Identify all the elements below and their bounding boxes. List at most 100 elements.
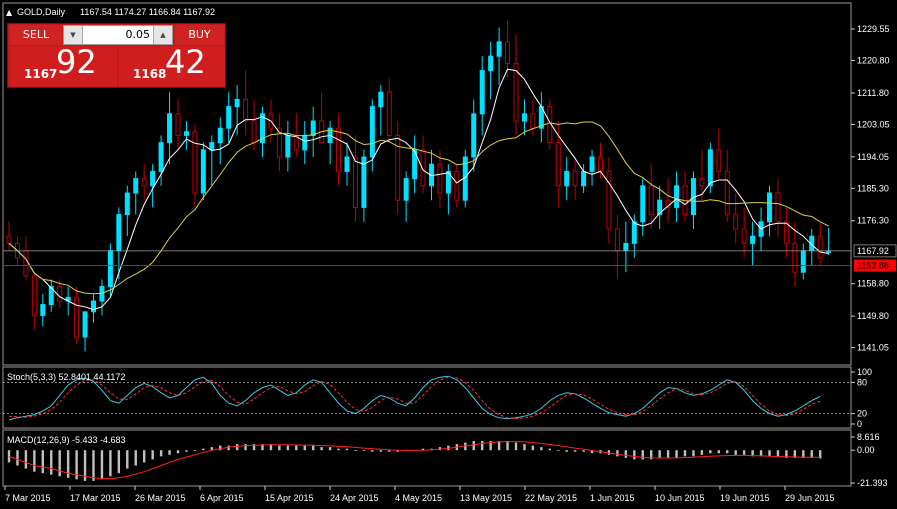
candle[interactable] bbox=[209, 142, 215, 151]
buy-button[interactable]: BUY bbox=[175, 25, 224, 45]
candle[interactable] bbox=[158, 142, 164, 172]
candle[interactable] bbox=[572, 170, 578, 187]
candle[interactable] bbox=[707, 149, 713, 187]
macd-pane[interactable] bbox=[2, 429, 852, 487]
candle[interactable] bbox=[226, 106, 232, 129]
candle[interactable] bbox=[175, 113, 181, 136]
candle[interactable] bbox=[192, 131, 198, 194]
candle[interactable] bbox=[623, 242, 629, 252]
candle[interactable] bbox=[488, 55, 494, 72]
sell-price-button[interactable]: 1167 92 bbox=[10, 43, 117, 87]
candle[interactable] bbox=[437, 163, 443, 194]
candle[interactable] bbox=[674, 185, 680, 208]
candle[interactable] bbox=[91, 300, 96, 313]
candle[interactable] bbox=[40, 304, 46, 316]
moving-average-fast bbox=[8, 68, 829, 311]
candle[interactable] bbox=[800, 250, 806, 273]
candle[interactable] bbox=[57, 286, 63, 302]
candle[interactable] bbox=[505, 41, 511, 64]
candle[interactable] bbox=[589, 156, 595, 172]
candle[interactable] bbox=[99, 286, 105, 302]
macd-histogram-bar bbox=[489, 441, 492, 451]
candle[interactable] bbox=[479, 70, 485, 115]
candle[interactable] bbox=[530, 113, 536, 129]
candle[interactable] bbox=[23, 250, 29, 277]
candle[interactable] bbox=[234, 98, 240, 108]
candle[interactable] bbox=[116, 214, 122, 252]
candle[interactable] bbox=[521, 113, 527, 122]
candle[interactable] bbox=[31, 275, 37, 316]
candle[interactable] bbox=[445, 170, 451, 194]
candle[interactable] bbox=[817, 235, 823, 259]
candle[interactable] bbox=[403, 178, 409, 201]
candle[interactable] bbox=[750, 235, 756, 244]
candle[interactable] bbox=[792, 242, 798, 273]
candle[interactable] bbox=[555, 142, 561, 187]
candle[interactable] bbox=[581, 170, 587, 187]
candle[interactable] bbox=[648, 185, 654, 216]
candle[interactable] bbox=[133, 178, 139, 194]
candle[interactable] bbox=[564, 170, 570, 187]
candle[interactable] bbox=[124, 192, 130, 216]
candle[interactable] bbox=[217, 127, 223, 144]
candle[interactable] bbox=[352, 156, 358, 208]
candle[interactable] bbox=[183, 131, 189, 136]
candle[interactable] bbox=[200, 149, 206, 194]
candle[interactable] bbox=[657, 199, 663, 216]
candle[interactable] bbox=[496, 41, 502, 57]
candle[interactable] bbox=[167, 113, 173, 144]
candle[interactable] bbox=[733, 214, 739, 230]
candle[interactable] bbox=[598, 156, 603, 172]
macd-histogram-bar bbox=[616, 450, 619, 457]
candle[interactable] bbox=[6, 235, 12, 244]
candle[interactable] bbox=[395, 134, 401, 201]
candle[interactable] bbox=[260, 113, 265, 144]
candle[interactable] bbox=[48, 286, 54, 306]
candle[interactable] bbox=[310, 120, 316, 136]
candle[interactable] bbox=[724, 170, 730, 216]
candle[interactable] bbox=[767, 192, 772, 223]
x-axis-label: 4 May 2015 bbox=[395, 493, 442, 503]
x-axis-label: 17 Mar 2015 bbox=[70, 493, 121, 503]
price-pane[interactable] bbox=[2, 2, 852, 366]
candle[interactable] bbox=[513, 62, 519, 122]
candle[interactable] bbox=[285, 134, 291, 158]
lot-decrease-icon[interactable]: ▼ bbox=[64, 26, 83, 44]
sell-button[interactable]: SELL bbox=[10, 25, 62, 45]
candle[interactable] bbox=[471, 113, 477, 158]
candle[interactable] bbox=[454, 170, 460, 201]
candle[interactable] bbox=[699, 178, 705, 187]
candle[interactable] bbox=[74, 296, 80, 338]
candle[interactable] bbox=[344, 156, 350, 172]
candle[interactable] bbox=[378, 91, 384, 108]
candle[interactable] bbox=[150, 170, 156, 187]
candle[interactable] bbox=[783, 221, 789, 244]
candle[interactable] bbox=[361, 156, 367, 208]
candle[interactable] bbox=[640, 185, 646, 223]
candle[interactable] bbox=[251, 120, 257, 144]
candle[interactable] bbox=[336, 127, 342, 172]
lot-size-field[interactable]: ▼ 0.05 ▲ bbox=[63, 25, 173, 45]
candle[interactable] bbox=[631, 221, 637, 244]
candle[interactable] bbox=[107, 250, 113, 288]
candle[interactable] bbox=[243, 98, 249, 122]
lot-increase-icon[interactable]: ▲ bbox=[153, 26, 172, 44]
macd-histogram-bar bbox=[700, 450, 704, 455]
candle[interactable] bbox=[614, 228, 620, 252]
candle[interactable] bbox=[741, 228, 747, 244]
lot-size-value[interactable]: 0.05 bbox=[125, 28, 151, 41]
candle[interactable] bbox=[386, 91, 392, 136]
stochastic-pane[interactable] bbox=[2, 366, 852, 429]
candle[interactable] bbox=[302, 134, 308, 151]
candle[interactable] bbox=[606, 170, 612, 230]
candle[interactable] bbox=[775, 192, 781, 223]
candle[interactable] bbox=[412, 149, 418, 180]
candle[interactable] bbox=[82, 311, 88, 338]
candle[interactable] bbox=[141, 178, 147, 187]
candle[interactable] bbox=[716, 149, 722, 172]
candle[interactable] bbox=[420, 149, 426, 187]
candle[interactable] bbox=[369, 106, 375, 158]
candle[interactable] bbox=[276, 127, 282, 158]
buy-price-button[interactable]: 1168 42 bbox=[119, 43, 225, 87]
